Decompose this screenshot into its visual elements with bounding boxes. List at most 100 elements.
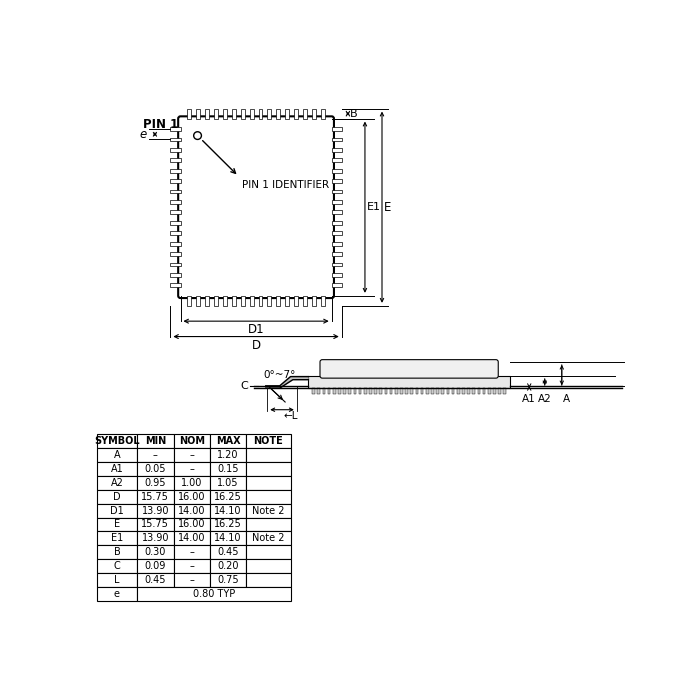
Text: 0.95: 0.95 [145,478,166,488]
Bar [488,388,491,393]
Bar [196,108,200,118]
Text: NOM: NOM [178,436,204,447]
Bar [210,448,246,462]
Bar [214,108,218,118]
Bar [332,273,342,276]
Bar [483,388,485,393]
Text: 13.90: 13.90 [141,533,169,543]
Bar [246,545,290,559]
Bar [188,295,191,306]
Text: e: e [139,128,146,141]
Bar [332,231,342,235]
Text: L: L [114,575,120,585]
Text: 15.75: 15.75 [141,519,169,529]
Bar [137,531,174,545]
Text: 14.00: 14.00 [178,533,206,543]
Bar [223,108,227,118]
Text: Note 2: Note 2 [252,505,285,516]
Bar [328,388,330,393]
Text: E1: E1 [111,533,123,543]
Text: NOTE: NOTE [253,436,284,447]
Text: MIN: MIN [145,436,166,447]
Text: SYMBOL: SYMBOL [94,436,140,447]
Bar [210,545,246,559]
Bar [332,148,342,152]
Text: –: – [189,561,194,571]
Bar [97,517,137,531]
Text: A2: A2 [111,478,123,488]
Bar [332,211,342,214]
Bar [174,559,210,573]
Bar [174,531,210,545]
Bar [137,504,174,517]
Bar [384,388,387,393]
Text: D1: D1 [248,323,265,337]
Bar [462,388,465,393]
Bar [477,388,480,393]
Bar [250,295,253,306]
Bar [210,531,246,545]
Bar [97,545,137,559]
Bar [421,388,424,393]
Text: A: A [564,394,570,405]
Bar [241,108,245,118]
Text: E: E [114,519,120,529]
Bar [246,559,290,573]
Bar [232,108,236,118]
Bar [246,490,290,504]
Bar [317,388,320,393]
Bar [246,573,290,587]
Bar [174,462,210,476]
Text: C: C [113,561,120,571]
Bar [210,434,246,448]
Bar [374,388,377,393]
Bar [473,388,475,393]
Bar [188,108,191,118]
Text: PIN 1: PIN 1 [144,118,178,132]
Bar [174,517,210,531]
Bar [97,573,137,587]
Bar [137,587,290,601]
Bar [258,108,262,118]
Bar [452,388,454,393]
Bar [267,295,272,306]
Bar [436,388,439,393]
Bar [137,476,174,490]
Bar [97,448,137,462]
Text: 0.75: 0.75 [217,575,239,585]
Bar [457,388,460,393]
Bar [333,388,335,393]
Bar [332,169,342,173]
Bar [97,476,137,490]
Bar [312,388,315,393]
Bar [246,462,290,476]
Bar [294,295,298,306]
Bar [267,108,272,118]
Bar [137,545,174,559]
Text: 14.00: 14.00 [178,505,206,516]
Bar [246,504,290,517]
Polygon shape [266,377,309,388]
Bar [97,434,137,448]
Bar [210,573,246,587]
Bar [338,388,341,393]
Bar [276,295,280,306]
Text: 16.00: 16.00 [178,491,206,502]
Text: MAX: MAX [216,436,241,447]
Bar [97,531,137,545]
Text: –: – [189,547,194,557]
Bar [97,504,137,517]
Bar [332,190,342,193]
Text: 16.25: 16.25 [214,491,242,502]
Bar [321,108,325,118]
Bar [196,295,200,306]
Bar [210,462,246,476]
Text: B: B [113,547,120,557]
Bar [343,388,346,393]
Bar [285,295,289,306]
Bar [258,295,262,306]
Bar [332,138,342,141]
Bar [97,462,137,476]
Bar [214,295,218,306]
Text: –: – [189,575,194,585]
